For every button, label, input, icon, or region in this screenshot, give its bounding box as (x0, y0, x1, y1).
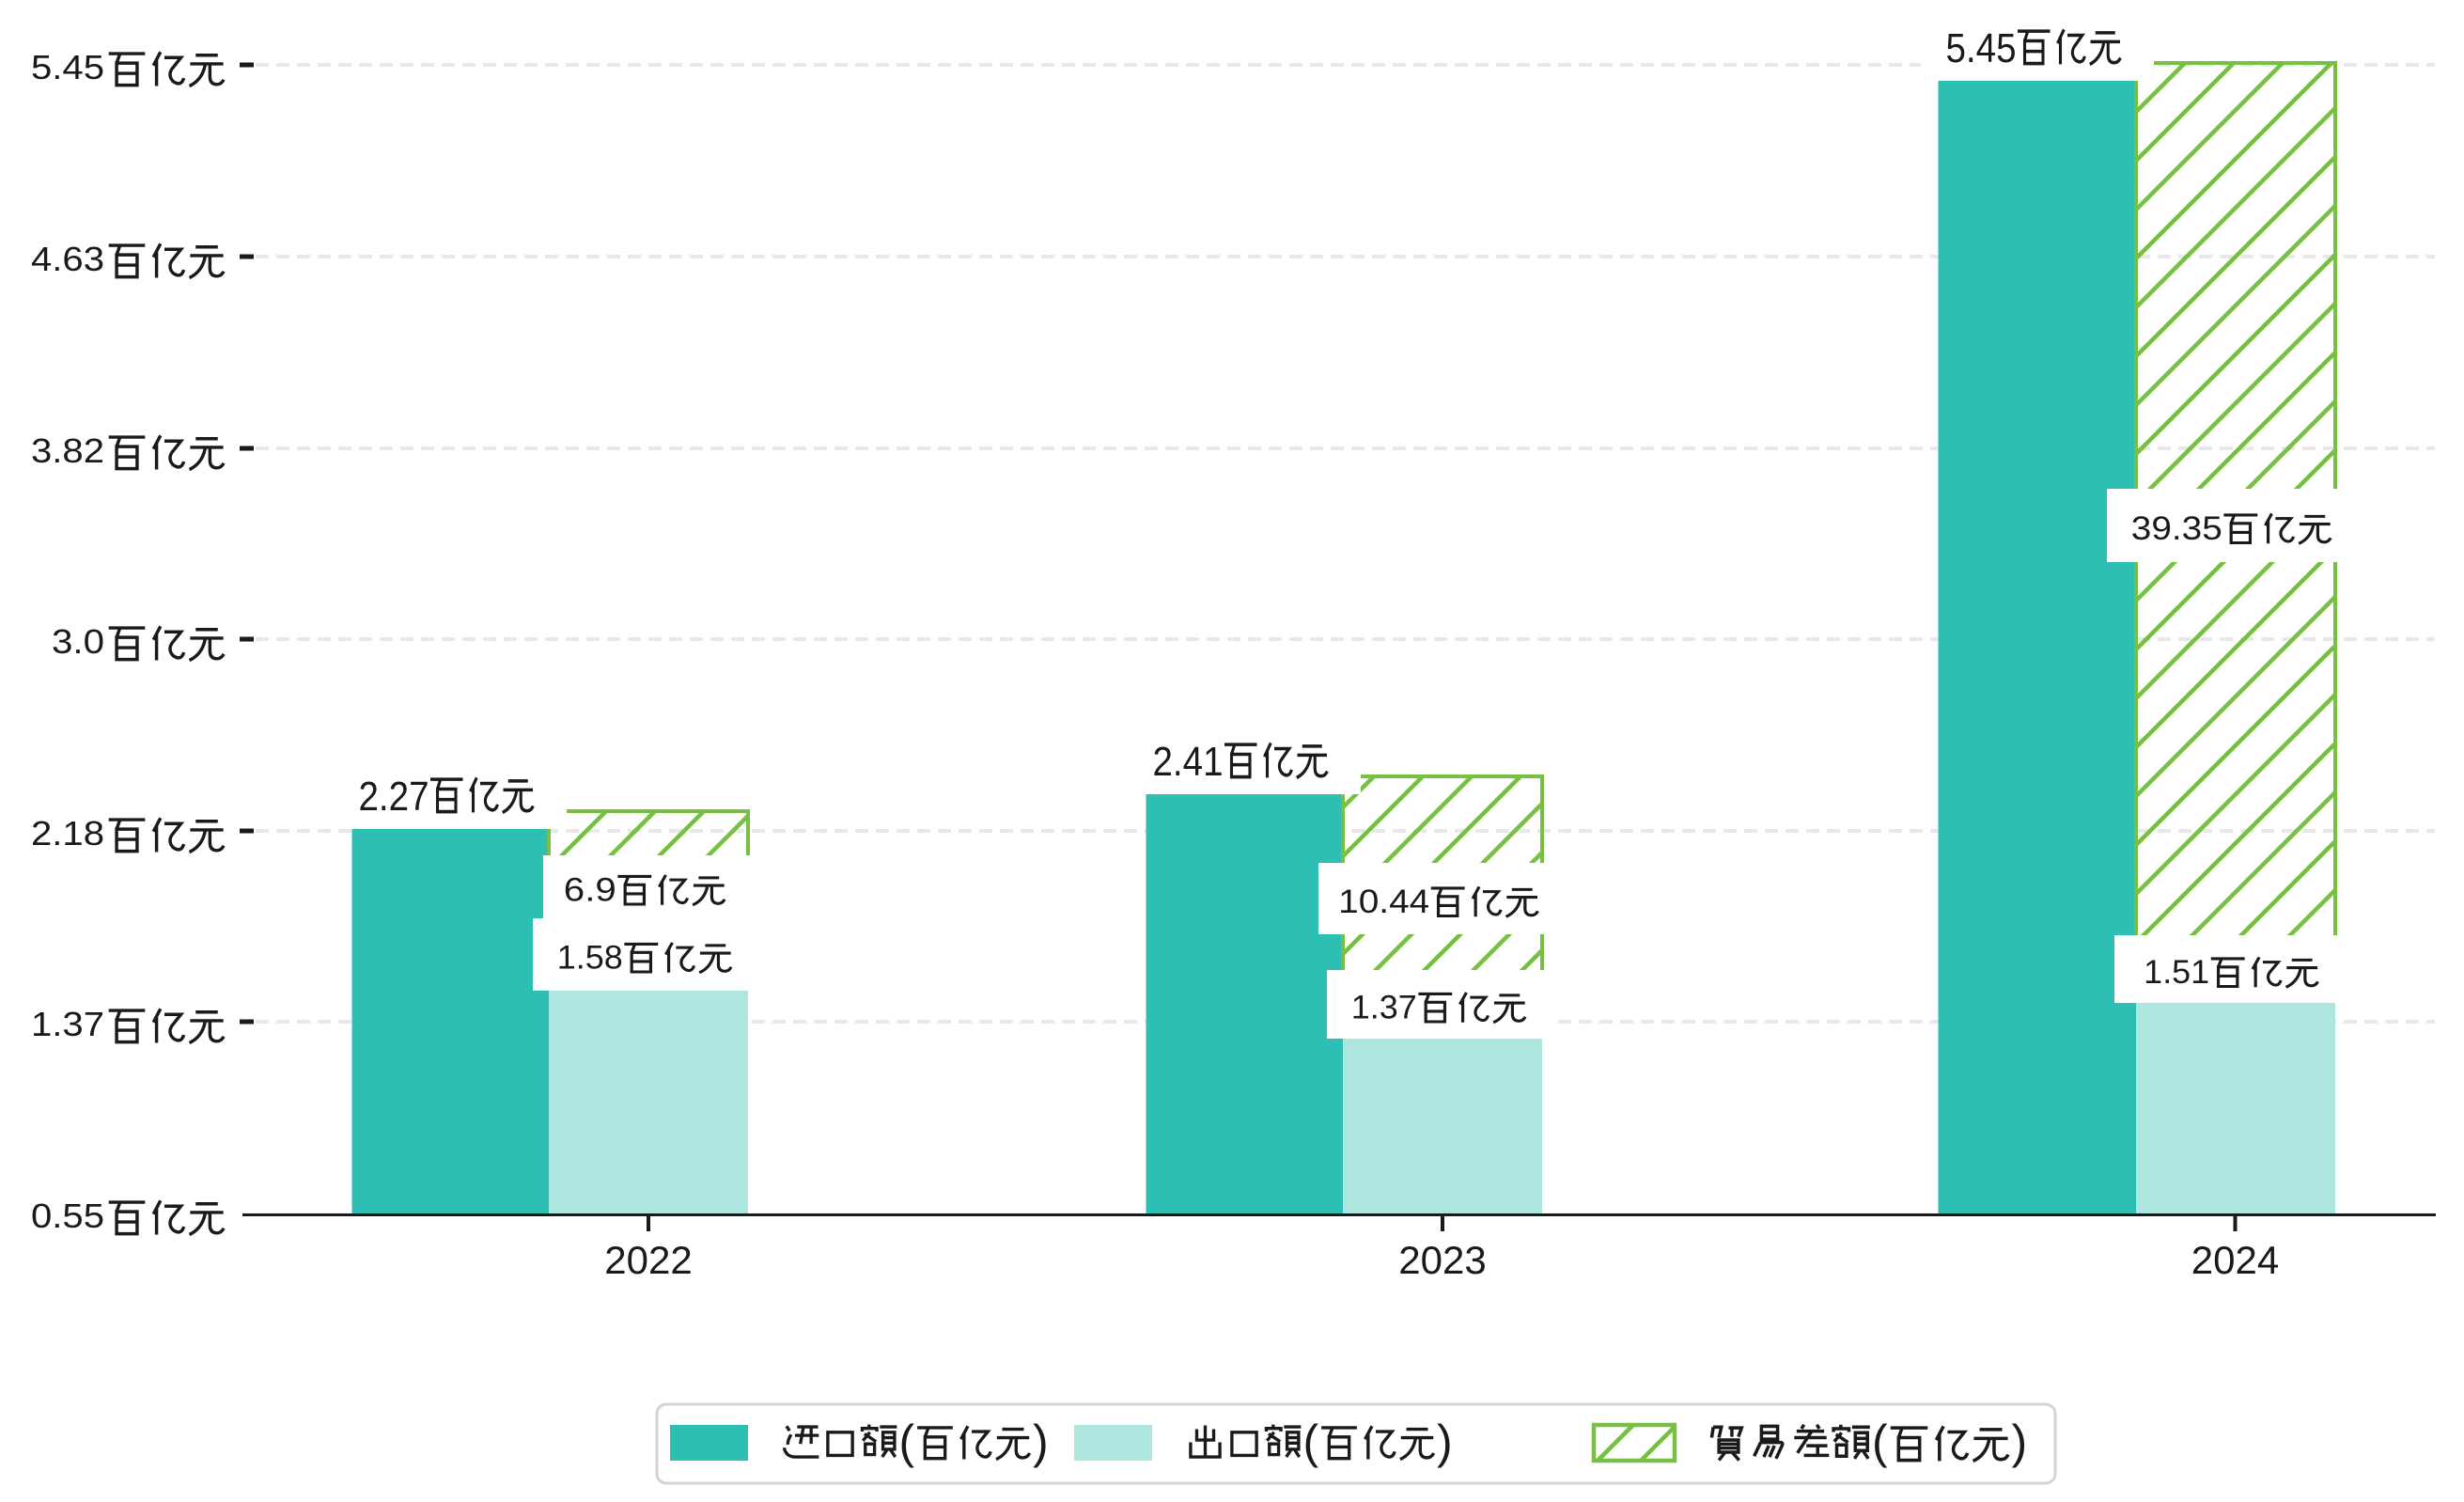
svg-text:1.51: 1.51 (2144, 954, 2209, 991)
svg-text:2.18: 2.18 (31, 814, 104, 853)
svg-text:6.9: 6.9 (564, 872, 616, 909)
svg-text:2022: 2022 (604, 1238, 692, 1282)
svg-text:): ) (1033, 1416, 1049, 1468)
svg-text:5.45: 5.45 (1946, 25, 2017, 71)
svg-text:(: ( (1303, 1416, 1319, 1468)
svg-text:3.82: 3.82 (31, 431, 104, 470)
svg-text:2.41: 2.41 (1153, 739, 1224, 785)
svg-text:3.0: 3.0 (52, 622, 104, 661)
svg-text:0.55: 0.55 (31, 1197, 104, 1235)
svg-text:): ) (2012, 1416, 2028, 1468)
svg-text:1.37: 1.37 (1351, 990, 1417, 1026)
svg-text:1.58: 1.58 (557, 940, 623, 977)
svg-text:5.45: 5.45 (31, 48, 104, 86)
svg-text:4.63: 4.63 (31, 240, 104, 278)
svg-text:): ) (1437, 1416, 1453, 1468)
svg-text:2023: 2023 (1398, 1238, 1486, 1282)
svg-text:(: ( (1872, 1416, 1888, 1468)
svg-text:(: ( (899, 1416, 915, 1468)
svg-text:10.44: 10.44 (1338, 884, 1429, 920)
svg-text:1.37: 1.37 (31, 1005, 104, 1043)
svg-text:2024: 2024 (2191, 1238, 2279, 1282)
svg-text:2.27: 2.27 (359, 774, 429, 820)
svg-text:39.35: 39.35 (2131, 510, 2222, 547)
